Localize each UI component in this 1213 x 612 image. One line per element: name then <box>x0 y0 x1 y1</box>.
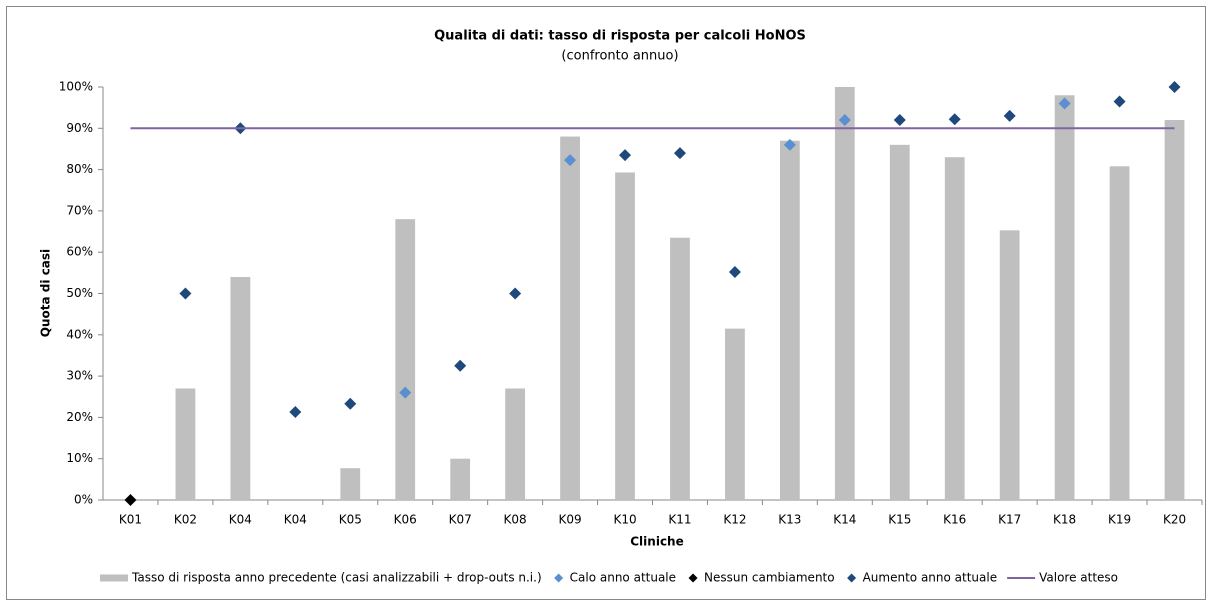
marker <box>399 386 412 399</box>
bar <box>1164 120 1185 500</box>
y-tick-label: 80% <box>66 162 93 176</box>
chart-subtitle: (confronto annuo) <box>561 49 678 64</box>
y-tick-label: 30% <box>66 369 93 383</box>
x-axis-title: Cliniche <box>630 535 683 549</box>
y-tick-label: 50% <box>66 286 93 300</box>
x-tick-label: K16 <box>943 513 966 527</box>
y-tick-label: 10% <box>66 451 93 465</box>
y-tick-label: 20% <box>66 410 93 424</box>
chart-border <box>6 6 1206 600</box>
x-tick-label: K02 <box>174 513 197 527</box>
bar <box>1109 166 1130 500</box>
marker <box>673 147 686 160</box>
marker <box>1168 81 1181 93</box>
y-tick-label: 40% <box>66 327 93 341</box>
marker <box>1058 97 1071 110</box>
legend-label: Nessun cambiamento <box>704 571 835 585</box>
x-tick-label: K08 <box>504 513 527 527</box>
marker <box>1003 109 1016 122</box>
x-tick-label: K07 <box>449 513 472 527</box>
bar <box>560 136 580 500</box>
bar <box>175 388 196 500</box>
bar <box>889 144 910 500</box>
bar <box>340 468 361 500</box>
legend-label: Calo anno attuale <box>570 571 676 585</box>
legend-symbol <box>688 573 698 583</box>
bar <box>395 219 416 500</box>
x-tick-label: K04 <box>229 513 252 527</box>
bar <box>944 157 965 500</box>
x-tick-label: K05 <box>339 513 362 527</box>
marker <box>948 113 961 126</box>
marker <box>289 406 302 419</box>
x-tick-label: K14 <box>833 513 856 527</box>
marker <box>564 154 577 167</box>
x-tick-label: K15 <box>888 513 911 527</box>
bar <box>834 87 855 500</box>
marker <box>509 287 522 300</box>
legend-label: Tasso di risposta anno precedente (casi … <box>131 571 542 585</box>
marker <box>893 114 906 127</box>
x-tick-label: K01 <box>119 513 142 527</box>
x-tick-label: K18 <box>1053 513 1076 527</box>
y-tick-label: 60% <box>66 245 93 259</box>
legend-symbol <box>100 574 128 582</box>
marker <box>783 138 796 151</box>
x-tick-label: K17 <box>998 513 1021 527</box>
marker <box>619 149 632 162</box>
marker <box>1113 95 1126 108</box>
marker <box>179 287 192 300</box>
bar <box>1054 95 1075 500</box>
bar <box>450 458 471 500</box>
bar <box>505 388 526 500</box>
bar <box>230 276 251 500</box>
chart-title: Qualita di dati: tasso di risposta per c… <box>434 29 806 44</box>
marker <box>454 359 467 372</box>
x-tick-label: K10 <box>613 513 636 527</box>
bar <box>670 237 690 500</box>
y-tick-label: 0% <box>74 493 93 507</box>
bar <box>725 328 745 500</box>
marker <box>344 397 357 410</box>
marker <box>838 114 851 127</box>
legend-label: Valore atteso <box>1039 571 1118 585</box>
x-tick-label: K09 <box>559 513 582 527</box>
marker <box>728 266 741 279</box>
x-tick-label: K13 <box>778 513 801 527</box>
y-tick-label: 100% <box>59 80 93 94</box>
x-tick-label: K11 <box>668 513 691 527</box>
x-tick-label: K06 <box>394 513 417 527</box>
x-tick-label: K19 <box>1108 513 1131 527</box>
legend-label: Aumento anno attuale <box>863 571 998 585</box>
bar <box>999 230 1020 500</box>
legend-symbol <box>847 573 857 583</box>
y-tick-label: 90% <box>66 121 93 135</box>
legend-symbol <box>554 573 564 583</box>
bar <box>779 140 800 500</box>
marker <box>124 494 137 506</box>
y-tick-label: 70% <box>66 203 93 217</box>
y-axis-title: Quota di casi <box>39 249 53 337</box>
bar <box>615 172 635 500</box>
x-tick-label: K20 <box>1163 513 1186 527</box>
x-tick-label: K12 <box>723 513 746 527</box>
x-tick-label: K04 <box>284 513 307 527</box>
